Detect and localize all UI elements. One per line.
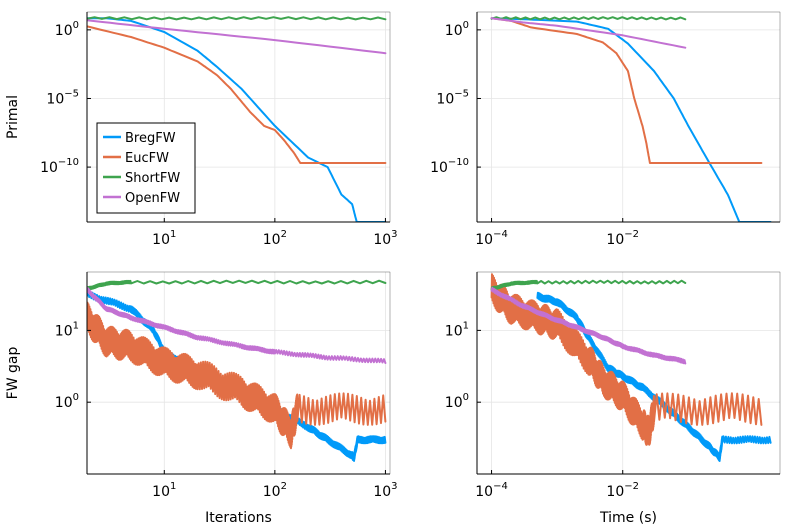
series-group [490,16,772,222]
y-tick-label: 10−5 [46,88,79,107]
x-tick-label-exponent: −2 [624,229,639,240]
series-group [87,16,387,222]
series-line-eucfw [87,25,387,164]
y-tick-label-base: 10 [55,395,73,411]
series-line-shortfw [490,279,687,291]
x-tick-label-exponent: 3 [391,481,397,492]
x-tick-label-base: 10 [373,484,391,500]
legend-label-shortfw: ShortFW [125,171,180,186]
x-tick-label-exponent: 3 [391,229,397,240]
y-tick-label: 10−10 [40,157,79,176]
x-tick-label: 103 [373,481,397,500]
y-tick-label: 100 [445,20,469,39]
x-tick-label: 10−4 [475,481,508,500]
series-line-eucfw [87,301,387,450]
x-tick-label: 10−4 [475,229,508,248]
x-tick-label: 101 [152,481,176,500]
y-tick-label: 100 [445,392,469,411]
y-tick-label-base: 10 [445,395,463,411]
y-tick-label-exponent: −10 [448,157,469,168]
y-tick-label-base: 10 [445,323,463,339]
y-tick-label-base: 10 [46,91,64,107]
x-tick-label: 10−2 [606,229,639,248]
x-tick-label-base: 10 [152,232,170,248]
x-axis-title: Iterations [205,510,272,526]
x-tick-label-exponent: −2 [624,481,639,492]
plot-frame [86,271,391,475]
y-tick-label-exponent: −10 [58,157,79,168]
x-tick-label-exponent: −4 [493,481,508,492]
y-tick-label: 10−5 [436,88,469,107]
x-tick-label-exponent: −4 [493,229,508,240]
x-tick-label-exponent: 1 [170,481,176,492]
series-line-shortfw [490,16,687,21]
y-tick-label-base: 10 [436,91,454,107]
y-tick-label-exponent: 0 [73,20,79,31]
x-tick-label: 102 [263,481,287,500]
legend: BregFW EucFW ShortFW OpenFW [96,122,196,214]
y-tick-label-base: 10 [40,160,58,176]
x-tick-label-base: 10 [606,232,624,248]
legend-label-eucfw: EucFW [125,151,169,166]
x-tick-label-base: 10 [475,484,493,500]
x-tick-label-exponent: 2 [281,229,287,240]
y-tick-label-exponent: 0 [463,392,469,403]
y-tick-label-exponent: −5 [454,88,469,99]
x-tick-label-base: 10 [152,484,170,500]
y-axis-title: FW gap [5,347,21,400]
x-tick-label: 101 [152,229,176,248]
y-axis-title: Primal [5,95,21,139]
series-group [490,273,772,462]
y-tick-label-base: 10 [445,23,463,39]
y-tick-label-exponent: 1 [73,320,79,331]
series-line-eucfw [490,17,763,164]
series-line-bregfw [490,17,772,222]
y-tick-label-base: 10 [430,160,448,176]
series-group [87,279,387,462]
y-tick-label: 100 [55,20,79,39]
y-tick-label: 10−10 [430,157,469,176]
x-tick-label-exponent: 1 [170,229,176,240]
x-tick-label-exponent: 2 [281,481,287,492]
y-tick-label-exponent: 0 [463,20,469,31]
y-tick-label: 101 [55,320,79,339]
series-line-openfw [490,286,687,365]
legend-label-openfw: OpenFW [125,191,180,206]
x-tick-label-base: 10 [475,232,493,248]
x-tick-label: 102 [263,229,287,248]
y-tick-label-exponent: −5 [64,88,79,99]
legend-label-bregfw: BregFW [125,131,176,146]
series-line-openfw [490,17,687,49]
series-line-openfw [87,19,387,55]
series-line-shortfw [87,16,387,21]
x-tick-label-base: 10 [373,232,391,248]
x-tick-label-base: 10 [263,232,281,248]
series-line-openfw [87,286,387,364]
y-tick-label-base: 10 [55,23,73,39]
series-line-bregfw [536,291,772,462]
series-line-shortfw [87,279,387,291]
y-tick-label-exponent: 1 [463,320,469,331]
y-tick-label: 100 [55,392,79,411]
series-line-eucfw [490,273,763,446]
series-line-bregfw [87,17,387,222]
x-axis-title: Time (s) [599,510,657,526]
x-tick-label: 103 [373,229,397,248]
x-tick-label: 10−2 [606,481,639,500]
y-tick-label-base: 10 [55,323,73,339]
y-tick-label: 101 [445,320,469,339]
y-tick-label-exponent: 0 [73,392,79,403]
x-tick-label-base: 10 [263,484,281,500]
x-tick-label-base: 10 [606,484,624,500]
